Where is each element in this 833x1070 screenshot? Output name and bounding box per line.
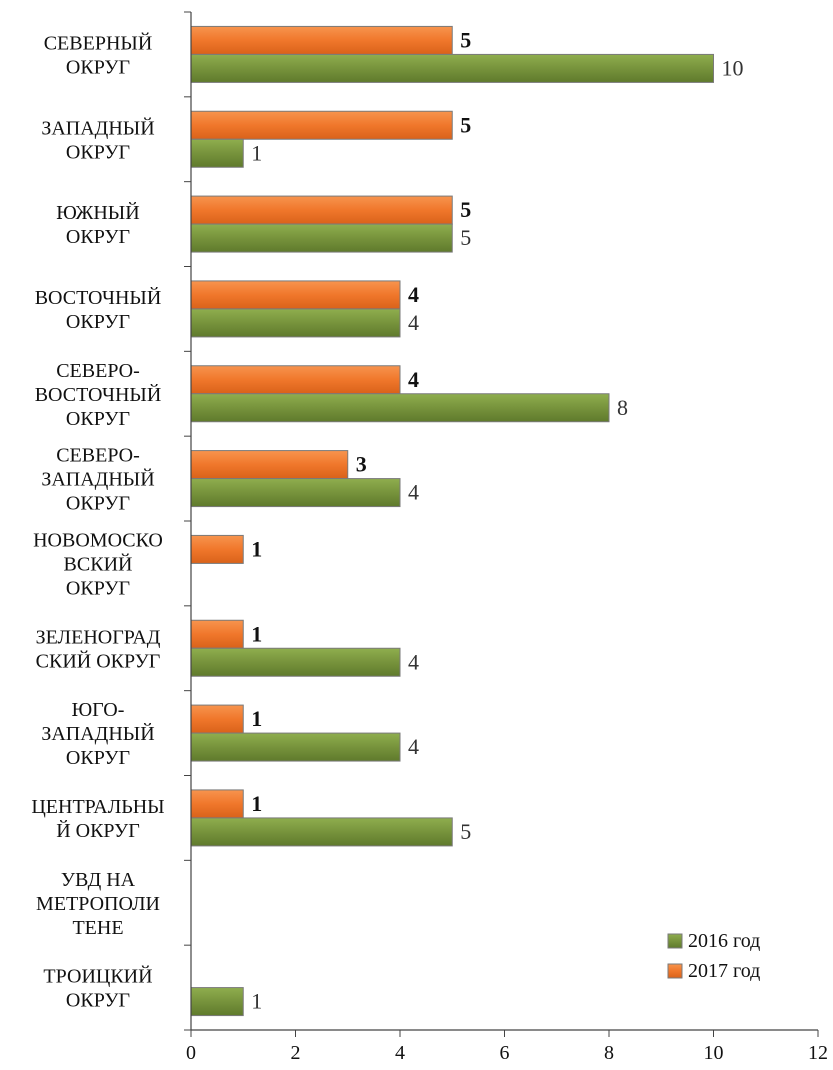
value-label-2016: 1 — [251, 989, 262, 1014]
value-label-2016: 4 — [408, 310, 419, 335]
legend: 2016 год 2017 год — [667, 930, 760, 982]
bar-2017 — [190, 280, 401, 310]
bar-2017 — [190, 450, 349, 480]
value-label-2016: 5 — [460, 819, 471, 844]
category-label: СЕВЕРО-ВОСТОЧНЫЙ ОКРУГ — [35, 360, 162, 430]
value-label-2017: 5 — [460, 197, 471, 222]
bar-2016 — [190, 138, 244, 168]
x-tick-label: 6 — [500, 1042, 510, 1064]
bar-2017 — [190, 110, 453, 140]
x-tick-label: 2 — [291, 1042, 301, 1064]
value-label-2017: 5 — [460, 112, 471, 137]
bar-2016 — [190, 308, 401, 338]
x-tick-label: 4 — [395, 1042, 405, 1064]
bar-2016 — [190, 53, 714, 83]
category-label: НОВОМОСКО ВСКИЙ ОКРУГ — [33, 529, 163, 599]
value-label-2016: 4 — [408, 734, 419, 759]
bar-2016 — [190, 647, 401, 677]
category-label: ВОСТОЧНЫЙ ОКРУГ — [35, 286, 162, 333]
bar-2017 — [190, 195, 453, 225]
bar-2016 — [190, 732, 401, 762]
value-label-2017: 1 — [251, 536, 262, 561]
value-label-2017: 4 — [408, 282, 419, 307]
value-label-2016: 4 — [408, 480, 419, 505]
category-label: ТРОИЦКИЙ ОКРУГ — [43, 965, 152, 1012]
value-label-2017: 5 — [460, 27, 471, 52]
bar-2017 — [190, 365, 401, 395]
category-label: СЕВЕРНЫЙ ОКРУГ — [44, 31, 153, 78]
category-label: ЮЖНЫЙ ОКРУГ — [56, 201, 139, 248]
legend-swatch-2017 — [667, 963, 683, 979]
category-label: СЕВЕРО-ЗАПАДНЫЙ ОКРУГ — [41, 445, 154, 515]
value-label-2016: 8 — [617, 395, 628, 420]
x-tick-label: 8 — [604, 1042, 614, 1064]
value-labels-layer: 5 10 5 1 5 5 4 4 4 8 3 4 1 1 4 1 4 1 5 1 — [251, 27, 743, 1013]
bar-2016 — [190, 393, 610, 423]
legend-swatch-2016 — [667, 933, 683, 949]
x-tick-label: 10 — [704, 1042, 724, 1064]
bar-2016 — [190, 223, 453, 253]
value-label-2016: 5 — [460, 225, 471, 250]
value-label-2016: 1 — [251, 140, 262, 165]
bar-2017 — [190, 619, 244, 649]
bar-2017 — [190, 534, 244, 564]
axes-layer: СЕВЕРНЫЙ ОКРУГ ЗАПАДНЫЙ ОКРУГ ЮЖНЫЙ ОКРУГ ВОСТ… — [31, 11, 828, 1064]
x-tick-label: 0 — [186, 1042, 196, 1064]
category-label: ЗАПАДНЫЙ ОКРУГ — [41, 116, 154, 163]
value-label-2017: 1 — [251, 621, 262, 646]
category-label: ЮГО-ЗАПАДНЫЙ ОКРУГ — [41, 699, 154, 769]
bar-2017 — [190, 704, 244, 734]
category-label: ЗЕЛЕНОГРАД СКИЙ ОКРУГ — [36, 626, 161, 672]
value-label-2017: 3 — [356, 452, 367, 477]
bar-2017 — [190, 25, 453, 55]
category-label: ЦЕНТРАЛЬНЫ Й ОКРУГ — [31, 796, 164, 842]
legend-label-2016: 2016 год — [688, 930, 760, 952]
bars-layer — [190, 25, 714, 1017]
category-label: УВД НА МЕТРОПОЛИ ТЕНЕ — [36, 869, 160, 939]
value-label-2017: 1 — [251, 706, 262, 731]
value-label-2017: 1 — [251, 791, 262, 816]
bar-2017 — [190, 789, 244, 819]
x-tick-label: 12 — [808, 1042, 828, 1064]
value-label-2016: 10 — [722, 55, 744, 80]
value-label-2017: 4 — [408, 367, 419, 392]
legend-label-2017: 2017 год — [688, 960, 760, 982]
value-label-2016: 4 — [408, 649, 419, 674]
bar-2016 — [190, 987, 244, 1017]
bar-2016 — [190, 478, 401, 508]
bar-2016 — [190, 817, 453, 847]
